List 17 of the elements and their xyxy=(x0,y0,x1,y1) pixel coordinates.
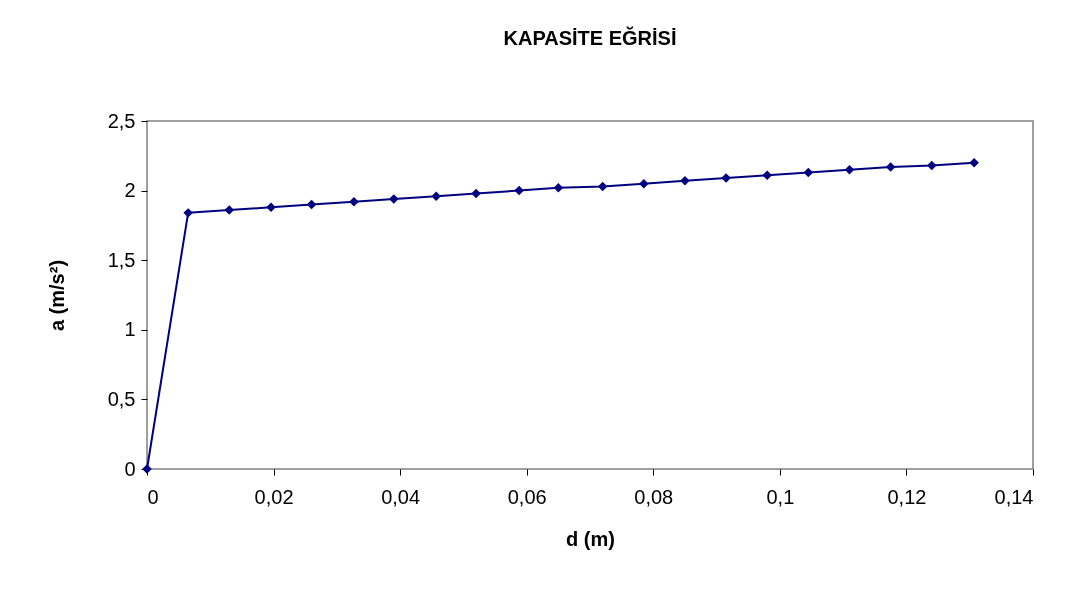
x-tick-label: 0,02 xyxy=(254,485,294,508)
y-tick-label: 1 xyxy=(124,318,136,341)
chart-title: KAPASİTE EĞRİSİ xyxy=(503,26,677,49)
x-tick-label: 0,04 xyxy=(381,485,421,508)
x-tick-label: 0 xyxy=(147,485,159,508)
y-tick-label: 2,5 xyxy=(107,109,136,132)
y-tick-label: 2 xyxy=(124,179,136,202)
x-axis-title: d (m) xyxy=(566,527,615,550)
x-tick-label: 0,08 xyxy=(634,485,674,508)
x-tick-label: 0,06 xyxy=(507,485,547,508)
y-axis-title: a (m/s²) xyxy=(45,259,68,332)
x-tick-label: 0,14 xyxy=(994,485,1034,508)
x-tick-label: 0,1 xyxy=(766,485,795,508)
y-tick-label: 0,5 xyxy=(107,387,136,410)
y-tick-label: 1,5 xyxy=(107,248,136,271)
y-tick-label: 0 xyxy=(124,457,136,480)
x-tick-label: 0,12 xyxy=(887,485,927,508)
